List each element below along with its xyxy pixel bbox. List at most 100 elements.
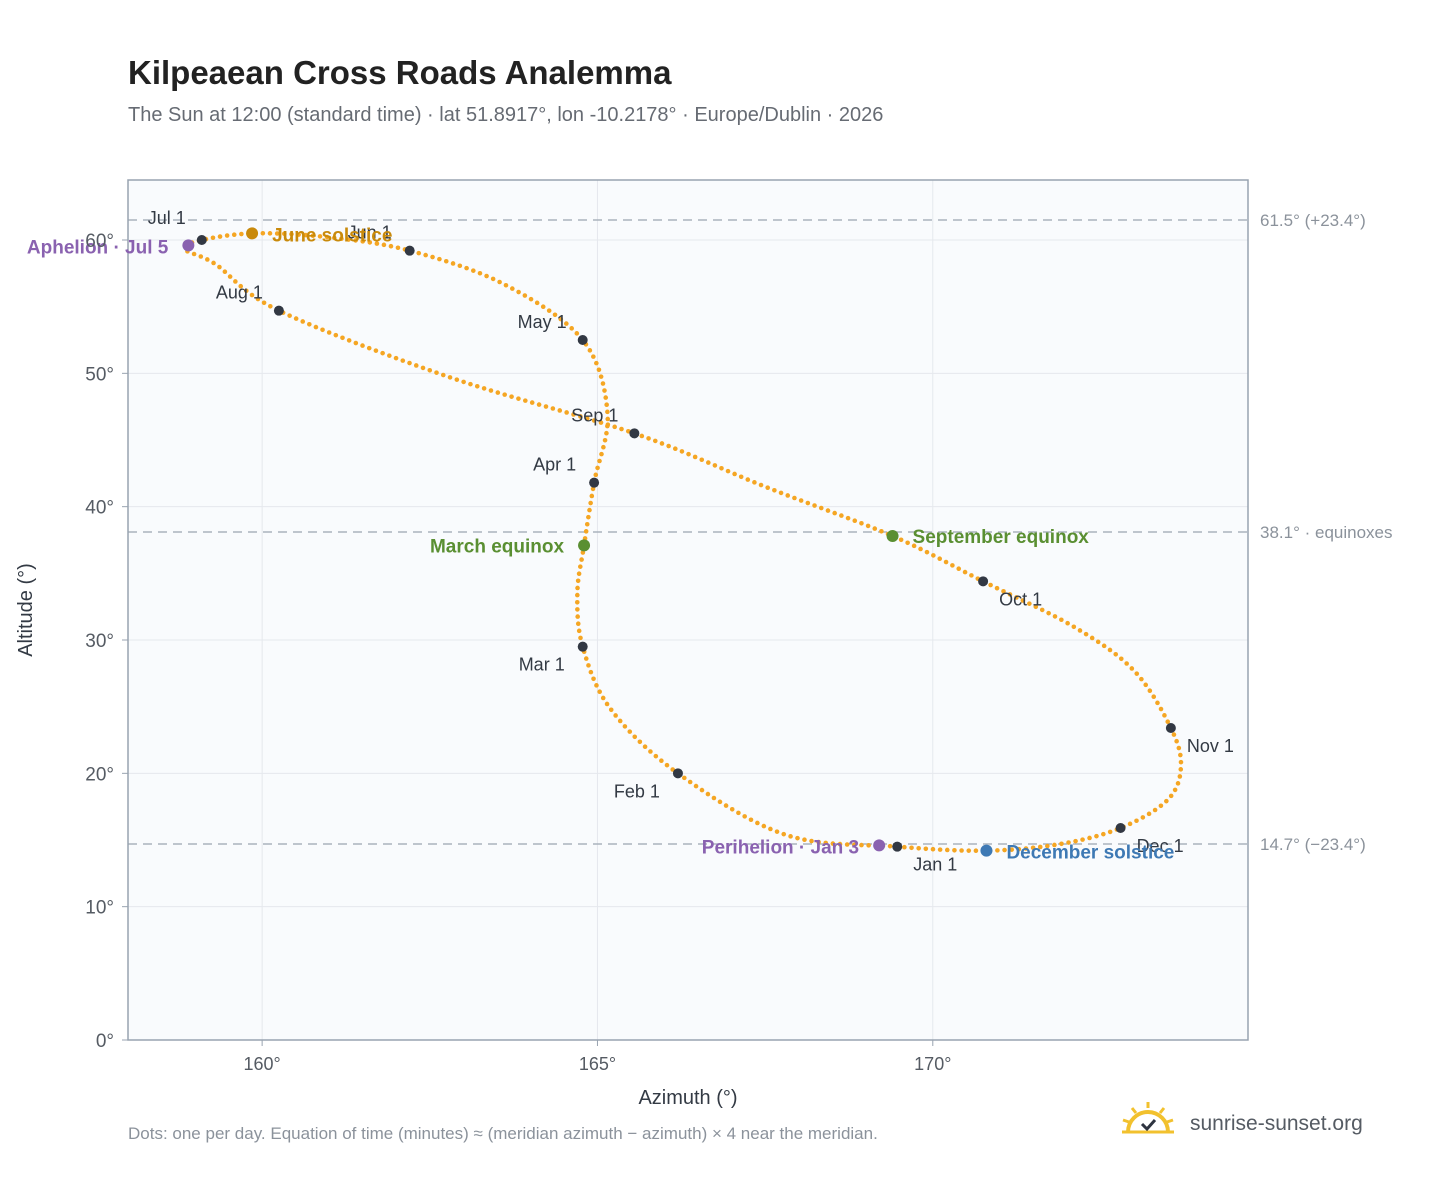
- x-axis-label: Azimuth (°): [638, 1087, 737, 1109]
- daily-sun-dot: [1107, 647, 1113, 653]
- daily-sun-dot: [1077, 628, 1083, 633]
- daily-sun-dot: [393, 355, 399, 361]
- daily-sun-dot: [598, 374, 604, 379]
- daily-sun-dot: [578, 564, 583, 569]
- daily-sun-dot: [723, 803, 729, 808]
- daily-sun-dot: [594, 360, 599, 366]
- daily-sun-dot: [748, 817, 754, 823]
- daily-sun-dot: [627, 729, 633, 734]
- month-marker-dot: [589, 477, 600, 488]
- daily-sun-dot: [879, 528, 884, 534]
- daily-sun-dot: [1045, 843, 1050, 849]
- daily-sun-dot: [303, 232, 309, 238]
- daily-sun-dot: [243, 288, 249, 294]
- daily-sun-dot: [268, 303, 273, 309]
- daily-sun-dot: [745, 477, 751, 482]
- daily-sun-dot: [574, 331, 580, 336]
- daily-sun-dot: [1175, 781, 1181, 786]
- daily-sun-dot: [1140, 815, 1146, 820]
- daily-sun-dot: [217, 234, 223, 239]
- daily-sun-dot: [191, 251, 197, 257]
- daily-sun-dot: [781, 831, 787, 837]
- month-marker-label: Aug 1: [216, 283, 263, 303]
- daily-sun-dot: [608, 707, 614, 713]
- daily-sun-dot: [1052, 842, 1057, 848]
- y-tick-label: 60°: [85, 231, 114, 252]
- daily-sun-dot: [995, 848, 1000, 853]
- footnote: Dots: one per day. Equation of time (min…: [128, 1124, 878, 1143]
- daily-sun-dot: [973, 848, 979, 854]
- daily-sun-dot: [687, 779, 693, 785]
- daily-sun-dot: [569, 326, 574, 331]
- daily-sun-dot: [1027, 601, 1032, 606]
- daily-sun-dot: [296, 232, 301, 237]
- daily-sun-dot: [1014, 595, 1019, 600]
- daily-sun-dot: [597, 689, 602, 695]
- daily-sun-dot: [944, 847, 950, 853]
- daily-sun-dot: [943, 559, 949, 565]
- daily-sun-dot: [324, 234, 330, 240]
- daily-sun-dot: [758, 482, 764, 488]
- daily-sun-dot: [613, 713, 618, 718]
- daily-sun-dot: [805, 500, 811, 506]
- daily-sun-dot: [260, 230, 266, 236]
- daily-sun-dot: [593, 472, 599, 478]
- chart-subtitle: The Sun at 12:00 (standard time) · lat 5…: [128, 104, 884, 126]
- daily-sun-dot: [340, 335, 345, 341]
- daily-sun-dot: [1162, 713, 1167, 718]
- daily-sun-dot: [652, 438, 658, 444]
- event-marker-dot: [886, 530, 899, 542]
- grid-lines: [128, 180, 1248, 1041]
- daily-sun-dot: [736, 810, 741, 816]
- daily-sun-dot: [802, 837, 807, 843]
- daily-sun-dot: [346, 338, 352, 343]
- daily-sun-dot: [1176, 745, 1182, 751]
- daily-sun-dot: [497, 279, 502, 285]
- month-marker-label: Feb 1: [614, 781, 660, 801]
- daily-sun-dot: [211, 260, 216, 266]
- daily-sun-dot: [564, 410, 569, 415]
- y-tick-label: 0°: [96, 1031, 114, 1052]
- daily-sun-dot: [488, 388, 494, 393]
- daily-sun-dot: [558, 316, 564, 322]
- daily-sun-dot: [307, 321, 312, 327]
- daily-sun-dot: [590, 486, 596, 492]
- daily-sun-dot: [902, 844, 907, 850]
- daily-sun-dot: [529, 400, 535, 405]
- daily-sun-dot: [1172, 787, 1178, 793]
- y-tick-label: 30°: [85, 631, 114, 652]
- daily-sun-dot: [664, 762, 670, 768]
- month-marker-label: Apr 1: [533, 455, 576, 475]
- daily-sun-dot: [742, 814, 747, 819]
- event-marker-label: Perihelion · Jan 3: [702, 837, 859, 858]
- daily-sun-dot: [1052, 614, 1058, 619]
- daily-sun-dot: [600, 381, 606, 386]
- daily-sun-dot: [461, 379, 466, 385]
- daily-sun-dot: [509, 394, 514, 399]
- y-tick-label: 50°: [85, 364, 114, 385]
- daily-sun-dot: [605, 416, 611, 422]
- daily-sun-dot: [617, 718, 623, 724]
- daily-sun-dot: [597, 458, 602, 464]
- daily-sun-dot: [686, 451, 691, 457]
- daily-sun-dot: [576, 628, 582, 634]
- daily-sun-dot: [605, 422, 611, 427]
- daily-sun-dot: [887, 843, 893, 849]
- daily-sun-dot: [395, 245, 401, 251]
- daily-sun-dot: [584, 416, 590, 421]
- daily-sun-dot: [923, 846, 929, 852]
- daily-sun-dot: [346, 237, 351, 242]
- daily-sun-dot: [249, 292, 255, 298]
- daily-sun-dot: [768, 826, 773, 832]
- daily-sun-dot: [443, 258, 449, 264]
- daily-sun-dot: [682, 775, 687, 781]
- daily-sun-dot: [552, 312, 558, 318]
- daily-sun-dot: [692, 454, 698, 460]
- daily-sun-dot: [510, 286, 515, 291]
- brand-logo[interactable]: sunrise-sunset.org: [1120, 1100, 1420, 1150]
- daily-sun-dot: [381, 242, 387, 248]
- month-marker-dot: [196, 235, 207, 245]
- daily-sun-dot: [866, 843, 871, 848]
- daily-sun-dot: [578, 414, 583, 419]
